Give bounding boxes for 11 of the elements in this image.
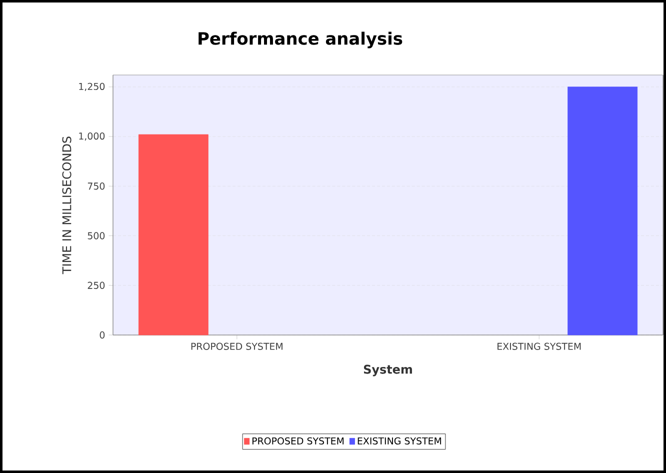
y-tick-label: 750 xyxy=(88,182,105,190)
legend-label: PROPOSED SYSTEM xyxy=(252,437,344,445)
x-axis-title: System xyxy=(364,364,412,376)
legend-label: EXISTING SYSTEM xyxy=(358,437,442,445)
y-tick-label: 1,250 xyxy=(79,82,105,91)
y-tick-label: 0 xyxy=(100,331,105,339)
y-tick-label: 500 xyxy=(88,232,105,240)
chart-title: Performance analysis xyxy=(198,32,402,48)
y-axis-title: TIME IN MILLISECONDS xyxy=(62,136,72,274)
y-tick-label: 250 xyxy=(88,282,105,289)
y-tick-label: 1,000 xyxy=(79,132,105,141)
